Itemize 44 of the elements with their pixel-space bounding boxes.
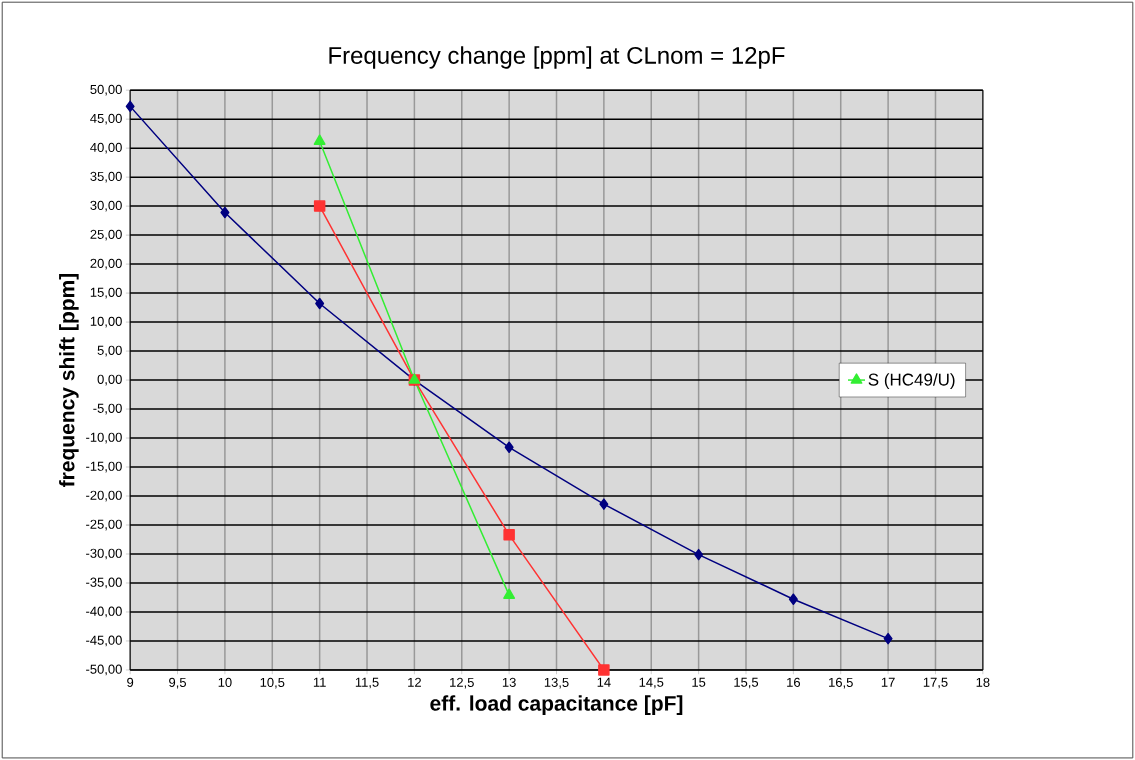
y-tick-label: -20,00 (86, 490, 122, 502)
y-tick-label: 25,00 (90, 229, 122, 241)
x-tick-label: 14,5 (639, 677, 664, 689)
x-tick-label: 11,5 (355, 677, 379, 689)
y-tick-label: -35,00 (86, 577, 122, 589)
y-tick-label: 45,00 (90, 113, 122, 125)
x-tick-label: 12 (408, 677, 421, 687)
x-tick-label: 10 (218, 677, 232, 687)
y-tick-label: 40,00 (90, 142, 122, 154)
y-tick-label: 30,00 (90, 200, 122, 212)
y-tick-label: 20,00 (90, 258, 122, 270)
y-tick-label: -30,00 (86, 548, 122, 560)
y-tick-label: 35,00 (90, 171, 122, 183)
x-tick-label: 10,5 (260, 677, 285, 689)
x-tick-label: 13,5 (544, 677, 569, 689)
x-tick-label: 12,5 (450, 677, 474, 689)
x-tick-label: 15 (692, 677, 706, 687)
y-tick-label: -5,00 (93, 403, 122, 415)
y-tick-label: -50,00 (86, 664, 122, 676)
y-axis-title: frequency shift [ppm] (59, 273, 79, 487)
y-tick-label: -10,00 (86, 432, 122, 444)
x-tick-label: 17 (881, 677, 895, 687)
x-tick-label: 16 (787, 677, 801, 687)
y-tick-label: 5,00 (97, 345, 122, 357)
legend-label: S (HC49/U) (868, 373, 955, 389)
x-tick-label: 16,5 (829, 677, 853, 689)
x-tick-label: 18 (976, 677, 990, 687)
chart-title: Frequency change [ppm] at CLnom = 12pF (329, 46, 785, 69)
x-tick-label: 9,5 (169, 677, 187, 689)
x-tick-label: 14 (597, 677, 611, 687)
x-tick-label: 17,5 (923, 677, 948, 689)
y-tick-label: 50,00 (90, 84, 122, 96)
x-tick-label: 13 (502, 677, 516, 687)
x-tick-label: 11 (313, 677, 326, 687)
y-tick-label: 0,00 (97, 374, 122, 386)
x-axis-title: eff. load capacitance [pF] (430, 695, 683, 715)
y-tick-label: -45,00 (86, 635, 122, 647)
x-tick-label: 15,5 (734, 677, 759, 689)
y-tick-label: -15,00 (86, 461, 122, 473)
y-tick-label: -25,00 (86, 519, 122, 531)
y-tick-label: 10,00 (90, 316, 122, 328)
x-tick-label: 9 (127, 677, 134, 687)
y-tick-label: 15,00 (90, 287, 122, 299)
y-tick-label: -40,00 (86, 606, 122, 618)
